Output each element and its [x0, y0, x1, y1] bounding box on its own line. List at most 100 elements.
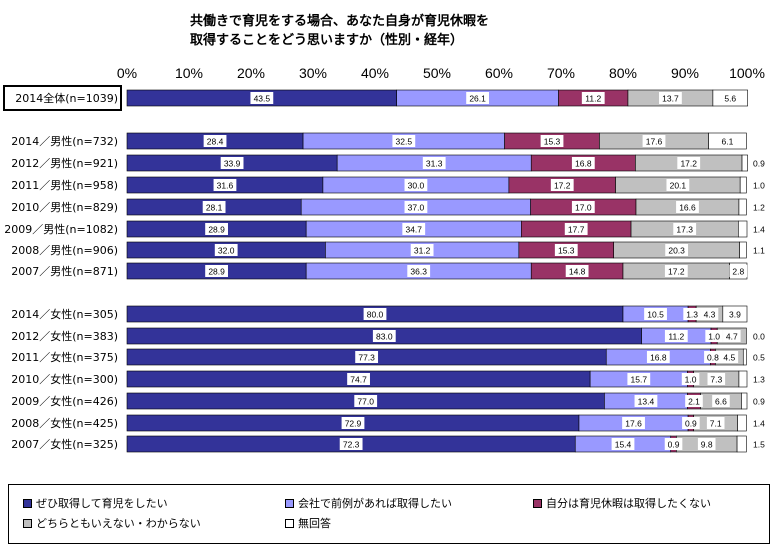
data-label-bg	[723, 330, 741, 342]
data-label-bg	[707, 373, 726, 385]
chart-title: 共働きで育児をする場合、あなた自身が育児休暇を 取得することをどう思いますか（性…	[190, 12, 610, 50]
data-label: 15.3	[544, 137, 561, 147]
category-label: 2007／女性(n=325)	[11, 437, 118, 451]
data-label: 16.8	[650, 353, 667, 363]
data-label-bg	[704, 351, 722, 363]
data-label-bg	[341, 417, 365, 429]
data-label-bg	[565, 265, 589, 277]
data-label: 11.2	[668, 332, 684, 342]
bar-segment	[741, 154, 748, 172]
category-label: 2010／男性(n=829)	[11, 200, 118, 214]
data-label-bg	[627, 373, 651, 385]
data-label-bg	[203, 135, 227, 147]
bar-segment	[737, 414, 747, 432]
data-label-bg	[363, 308, 387, 320]
data-label: 36.3	[410, 267, 427, 277]
chart-title-line1: 共働きで育児をする場合、あなた自身が育児休暇を	[190, 14, 490, 29]
data-label: 11.2	[585, 94, 601, 104]
data-label-bg	[721, 92, 740, 104]
data-label-bg	[666, 179, 690, 191]
data-label-bg	[220, 157, 244, 169]
data-label: 20.1	[670, 181, 687, 191]
data-label-bg	[410, 244, 434, 256]
data-label-bg	[564, 223, 588, 235]
bar-segment	[739, 176, 747, 194]
category-label: 2008／女性(n=425)	[11, 416, 118, 430]
data-label: 1.4	[753, 225, 765, 235]
data-label: 16.6	[679, 203, 696, 213]
data-label-bg	[665, 244, 689, 256]
bar-segment	[736, 435, 747, 453]
data-label: 31.3	[426, 159, 443, 169]
data-label: 2.8	[732, 267, 744, 277]
data-label: 16.8	[575, 159, 592, 169]
category-label: 2009／女性(n=426)	[11, 394, 118, 408]
data-label: 17.7	[568, 225, 585, 235]
x-tick-label: 20%	[237, 65, 265, 81]
legend-label: どちらともいえない・わからない	[36, 517, 201, 530]
category-label: 2014全体(n=1039)	[15, 91, 118, 105]
bar-segment	[739, 241, 747, 259]
x-tick-label: 60%	[485, 65, 513, 81]
data-label-bg	[664, 330, 688, 342]
data-label: 28.1	[206, 203, 223, 213]
data-label: 3.9	[729, 310, 741, 320]
category-label: 2009／男性(n=1082)	[4, 222, 118, 236]
data-label-bg	[664, 438, 683, 450]
data-label-bg	[634, 395, 658, 407]
data-label-bg	[205, 265, 228, 277]
chart-title-line2: 取得することをどう思いますか（性別・経年）	[190, 33, 464, 48]
data-label-bg	[683, 308, 701, 320]
data-label-bg	[752, 351, 770, 363]
data-label: 13.7	[662, 94, 679, 104]
data-label: 32.0	[218, 246, 235, 256]
legend-label: 自分は育児休暇は取得したくない	[546, 497, 711, 510]
data-label-bg	[550, 179, 574, 191]
data-label-bg	[697, 438, 716, 450]
data-label-bg	[677, 157, 701, 169]
data-label: 15.3	[558, 246, 575, 256]
data-label-bg	[706, 417, 725, 429]
data-label-bg	[402, 223, 426, 235]
data-label: 15.7	[631, 375, 648, 385]
data-label-bg	[752, 244, 770, 256]
data-label-bg	[392, 135, 416, 147]
x-tick-label: 10%	[175, 65, 203, 81]
data-label-bg	[752, 438, 770, 450]
data-label: 28.9	[208, 267, 225, 277]
data-label: 17.6	[625, 419, 642, 429]
data-label-bg	[752, 330, 770, 342]
data-label-bg	[752, 417, 770, 429]
data-label: 1.3	[686, 310, 698, 320]
bar-segment	[741, 392, 748, 410]
legend-item: 自分は育児休暇は取得したくない	[533, 495, 711, 511]
data-label: 13.4	[638, 397, 655, 407]
data-label-bg	[718, 135, 737, 147]
data-label-bg	[664, 265, 688, 277]
data-label-bg	[752, 223, 770, 235]
data-label-bg	[752, 201, 770, 213]
data-label: 6.6	[715, 397, 727, 407]
data-label-bg	[644, 308, 667, 320]
data-label: 26.1	[469, 94, 486, 104]
data-label: 83.0	[376, 332, 393, 342]
data-label: 4.5	[723, 353, 735, 363]
data-label: 0.9	[668, 440, 680, 450]
x-tick-label: 30%	[299, 65, 327, 81]
data-label-bg	[752, 395, 770, 407]
data-label: 0.8	[707, 353, 719, 363]
category-label: 2011／男性(n=958)	[11, 178, 118, 192]
data-label: 10.5	[647, 310, 664, 320]
chart-legend: ぜひ取得して育児をしたい 会社で前例があれば取得したい 自分は育児休暇は取得したくな…	[8, 484, 770, 544]
data-label: 1.0	[753, 181, 765, 191]
data-label-bg	[404, 179, 428, 191]
data-label-bg	[646, 351, 670, 363]
data-label-bg	[705, 330, 723, 342]
data-label: 9.8	[701, 440, 713, 450]
x-tick-label: 100%	[729, 65, 765, 81]
data-label: 31.2	[414, 246, 431, 256]
data-label: 1.3	[753, 375, 765, 385]
data-label-bg	[676, 201, 699, 213]
data-label: 31.6	[217, 181, 234, 191]
data-label: 30.0	[408, 181, 425, 191]
